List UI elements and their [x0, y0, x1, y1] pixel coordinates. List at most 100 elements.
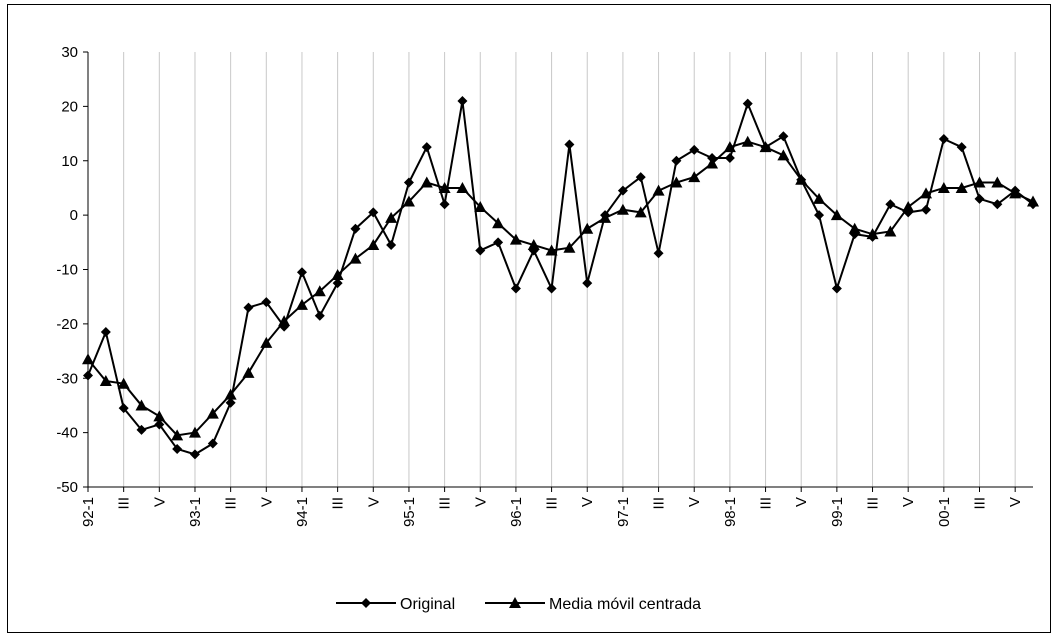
data-point: [599, 211, 612, 223]
data-point: [689, 144, 700, 155]
x-tick-label: III: [223, 497, 240, 510]
y-tick-label: 0: [70, 207, 78, 224]
data-point: [172, 443, 183, 454]
data-point: [171, 429, 184, 441]
chart-frame: [7, 4, 1051, 633]
data-point: [581, 222, 594, 234]
legend-label-original: Original: [400, 596, 455, 613]
x-tick-label: 92-1: [80, 497, 97, 527]
series-media-movil-centrada: [82, 135, 1039, 441]
legend: Original Media móvil centrada: [336, 596, 701, 613]
data-point: [527, 239, 540, 251]
data-point: [135, 399, 148, 411]
legend-marker-media: [509, 597, 521, 608]
data-point: [741, 135, 754, 147]
data-point: [634, 206, 647, 218]
x-tick-label: V: [579, 497, 596, 507]
data-point: [759, 141, 772, 153]
chart-axes: [87, 52, 1033, 488]
data-point: [457, 95, 468, 106]
data-point: [510, 283, 521, 294]
data-point: [493, 237, 504, 248]
data-point: [421, 142, 432, 153]
x-tick-label: III: [116, 497, 133, 510]
data-point: [992, 199, 1003, 210]
data-point: [956, 142, 967, 153]
data-point: [546, 283, 557, 294]
x-tick-label: V: [151, 497, 168, 507]
data-point: [974, 193, 985, 204]
data-point: [813, 192, 826, 204]
data-point: [295, 298, 308, 310]
x-tick-label: III: [865, 497, 882, 510]
y-tick-label: 30: [61, 44, 78, 61]
data-point: [224, 388, 237, 400]
x-tick-label: III: [544, 497, 561, 510]
series-original: [83, 95, 1038, 460]
series-line: [87, 100, 1034, 456]
data-point: [724, 153, 735, 164]
data-point: [635, 172, 646, 183]
data-point: [350, 223, 361, 234]
data-point: [420, 176, 433, 188]
data-point: [723, 141, 736, 153]
data-point: [616, 203, 629, 215]
data-point: [1009, 187, 1022, 199]
data-point: [206, 407, 219, 419]
x-tick-label: III: [758, 497, 775, 510]
x-tick-label: 00-1: [936, 497, 953, 527]
data-point: [100, 327, 111, 338]
data-point: [795, 173, 808, 185]
data-point: [313, 285, 326, 297]
data-point: [403, 177, 414, 188]
data-point: [1027, 195, 1039, 207]
x-tick-label: 94-1: [294, 497, 311, 527]
data-point: [670, 176, 683, 188]
y-tick-label: 10: [61, 153, 78, 170]
data-point: [955, 181, 968, 193]
data-point: [331, 268, 344, 280]
data-point: [564, 139, 575, 150]
y-tick-label: -50: [56, 479, 78, 496]
x-tick-label: III: [651, 497, 668, 510]
x-tick-label: V: [793, 497, 810, 507]
x-tick-label: V: [365, 497, 382, 507]
x-tick-label: V: [900, 497, 917, 507]
data-point: [99, 374, 112, 386]
x-tick-label: V: [686, 497, 703, 507]
data-point: [831, 283, 842, 294]
x-axis-ticks: 92-1 III V 93-1 III V 94-1 III V 95-1 III V 96-1 III V…: [80, 487, 1024, 527]
data-point: [117, 377, 130, 389]
data-point: [617, 185, 628, 196]
vertical-gridlines: [87, 52, 1016, 487]
y-tick-label: -40: [56, 425, 78, 442]
x-tick-label: III: [330, 497, 347, 510]
data-point: [920, 187, 933, 199]
data-point: [438, 181, 451, 193]
data-point: [777, 149, 790, 161]
x-tick-label: 97-1: [615, 497, 632, 527]
y-tick-label: -20: [56, 316, 78, 333]
data-point: [367, 239, 380, 251]
data-point: [885, 199, 896, 210]
data-point: [189, 449, 200, 460]
y-tick-label: -30: [56, 370, 78, 387]
x-tick-label: V: [472, 497, 489, 507]
data-point: [492, 217, 505, 229]
x-tick-label: 95-1: [401, 497, 418, 527]
data-point: [545, 244, 558, 256]
data-point: [242, 366, 255, 378]
data-point: [902, 200, 915, 212]
data-point: [706, 157, 719, 169]
data-point: [153, 410, 166, 422]
legend-label-media: Media móvil centrada: [549, 596, 701, 613]
data-point: [278, 315, 291, 327]
data-point: [830, 209, 843, 221]
data-point: [260, 336, 273, 348]
data-point: [653, 248, 664, 259]
data-point: [938, 134, 949, 144]
data-point: [688, 171, 701, 183]
data-point: [136, 424, 147, 435]
data-point: [439, 199, 450, 210]
